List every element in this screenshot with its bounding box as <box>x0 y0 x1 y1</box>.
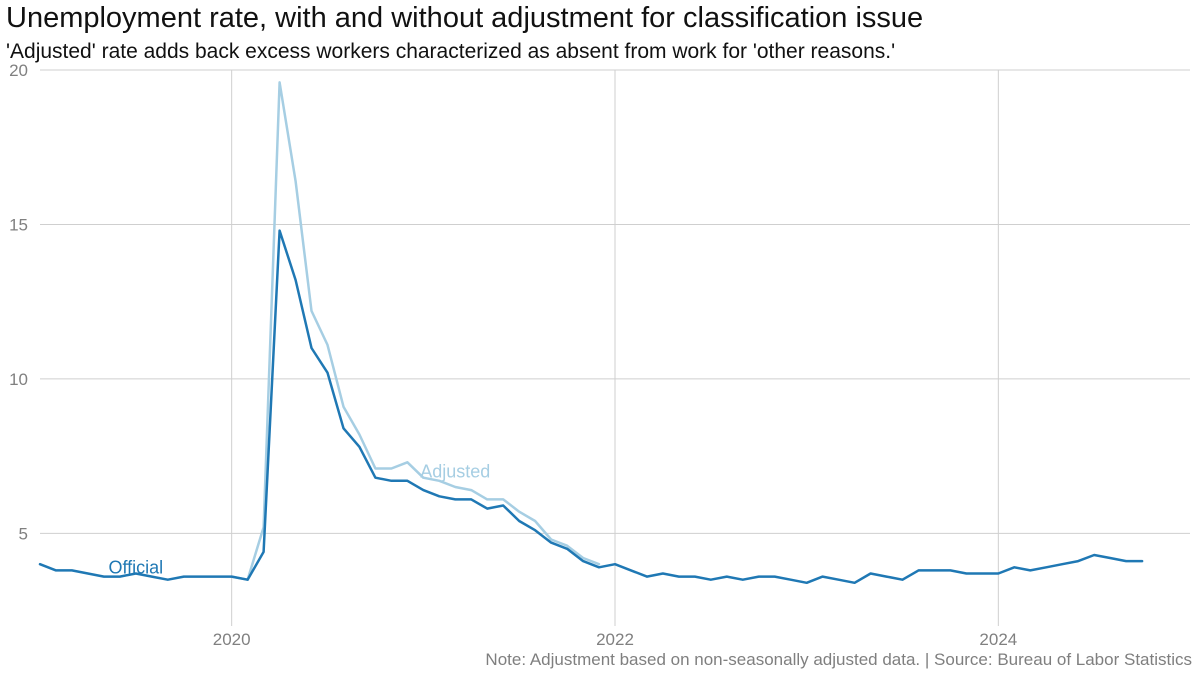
y-tick-label: 5 <box>19 524 28 543</box>
y-axis: 5 10 15 20 <box>9 61 28 543</box>
series-lines <box>38 81 1144 585</box>
x-tick-label: 2024 <box>979 630 1017 649</box>
y-tick-label: 20 <box>9 61 28 80</box>
series-label-adjusted: Adjusted <box>420 462 490 482</box>
series-line-adjusted <box>230 81 601 581</box>
y-tick-label: 15 <box>9 215 28 234</box>
x-tick-label: 2022 <box>596 630 634 649</box>
chart-subtitle: 'Adjusted' rate adds back excess workers… <box>6 40 896 63</box>
x-tick-label: 2020 <box>213 630 251 649</box>
source-note: Note: Adjustment based on non-seasonally… <box>485 650 1192 669</box>
y-tick-label: 10 <box>9 370 28 389</box>
chart-title: Unemployment rate, with and without adju… <box>6 2 924 34</box>
series-label-official: Official <box>108 557 163 577</box>
gridlines <box>40 69 1190 626</box>
x-axis: 2020 2022 2024 <box>213 630 1017 649</box>
series-line-official <box>38 229 1144 585</box>
series-labels: Official Adjusted <box>108 462 490 578</box>
